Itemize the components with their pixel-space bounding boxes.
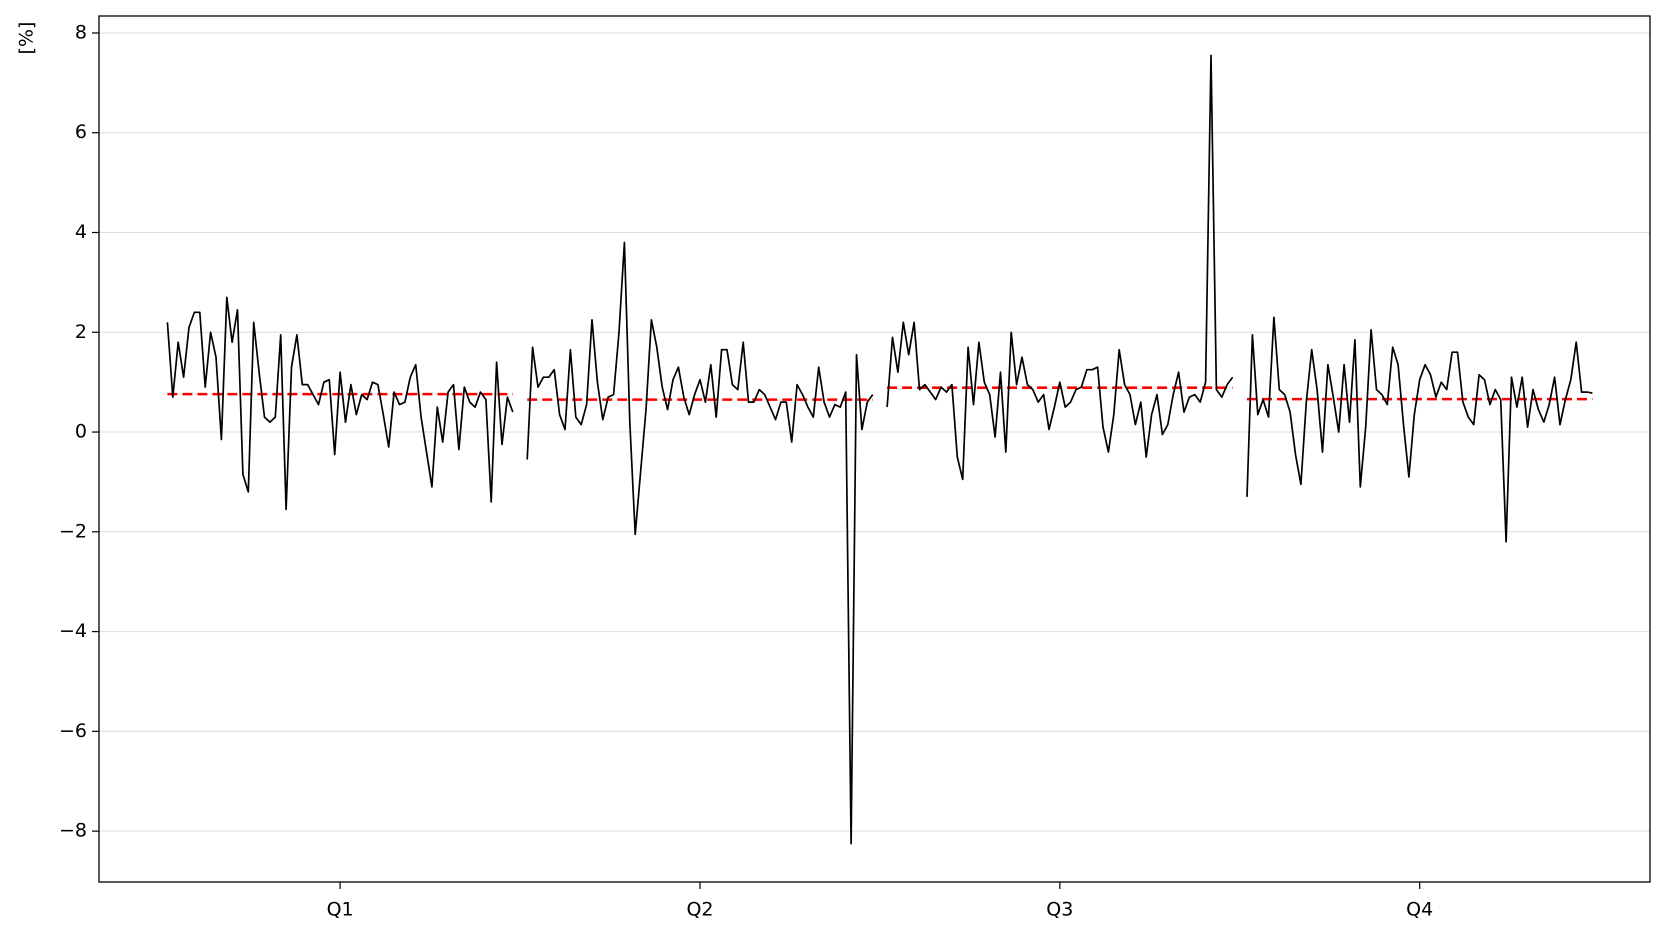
y-tick-label: 6	[75, 121, 87, 143]
x-tick-label: Q2	[686, 899, 713, 921]
x-tick-label: Q4	[1406, 899, 1433, 921]
y-tick-label: 8	[75, 21, 87, 43]
y-tick-label: −2	[59, 520, 87, 542]
x-tick-label: Q3	[1046, 899, 1073, 921]
y-tick-label: −8	[59, 820, 87, 842]
y-tick-label: 0	[75, 421, 87, 443]
y-tick-label: 4	[75, 221, 87, 243]
series-line	[886, 54, 1234, 481]
series-line	[526, 241, 874, 845]
y-tick-label: 2	[75, 321, 87, 343]
y-tick-label: −4	[59, 620, 87, 642]
y-axis-label: [%]	[16, 22, 38, 55]
series-line	[166, 296, 514, 511]
x-tick-label: Q1	[327, 899, 354, 921]
plot-frame	[98, 15, 1651, 883]
y-tick-label: −6	[59, 720, 87, 742]
series-line	[1246, 316, 1593, 543]
